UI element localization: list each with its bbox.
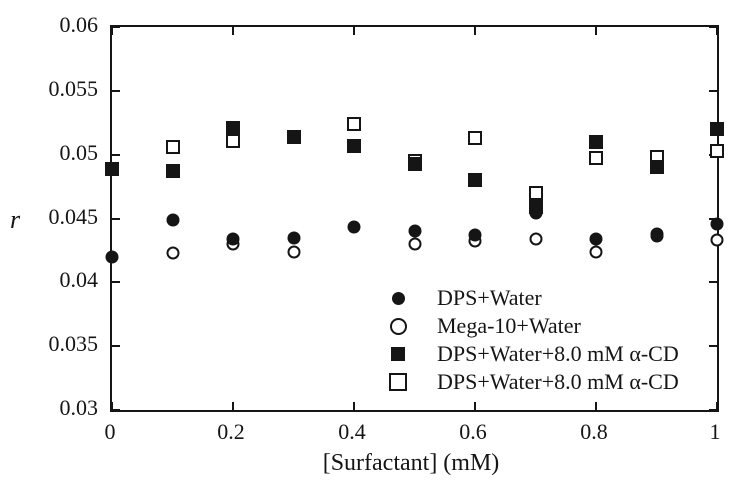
y-tick-label: 0.06: [59, 12, 99, 37]
legend-row: DPS+Water+8.0 mM α-CD: [386, 340, 679, 368]
x-tick-label: 0.8: [580, 419, 608, 444]
legend-label: Mega-10+Water: [437, 313, 581, 338]
x-tick-label: 0.2: [217, 419, 245, 444]
y-tick-label: 0.05: [59, 139, 99, 165]
y-tick: [709, 281, 717, 284]
filled-square-marker: [528, 200, 543, 214]
legend: DPS+Water Mega-10+Water DPS+Water+8.0 mM…: [386, 284, 679, 396]
x-tick: [474, 27, 476, 35]
open-circle-marker: [287, 245, 300, 259]
open-circle-icon: [389, 317, 407, 335]
legend-label: DPS+Water: [437, 285, 542, 310]
x-tick-label: 0.6: [459, 419, 487, 444]
y-axis-label: r: [10, 205, 21, 234]
legend-marker-cell: [386, 342, 410, 366]
y-tick: [112, 89, 120, 92]
plot-area: [105, 25, 724, 412]
x-axis-label: [Surfactant] (mM): [322, 450, 500, 476]
open-circle-marker: [529, 232, 542, 246]
legend-label: DPS+Water+8.0 mM α-CD: [437, 341, 679, 366]
open-circle-marker: [710, 233, 724, 247]
y-tick: [112, 281, 120, 284]
filled-circle-marker: [589, 232, 603, 246]
open-square-icon: [389, 373, 407, 391]
x-tick: [353, 27, 355, 35]
open-square-marker: [226, 133, 240, 148]
legend-marker-cell: [386, 370, 410, 394]
filled-circle-marker: [650, 229, 663, 243]
y-tick-label: 0.03: [59, 395, 99, 420]
open-square-marker: [589, 151, 603, 166]
filled-square-marker: [468, 173, 482, 188]
filled-circle-marker: [105, 250, 119, 264]
x-tick: [595, 402, 597, 410]
filled-square-marker: [649, 160, 664, 175]
y-tick: [112, 409, 120, 411]
legend-row: DPS+Water: [386, 284, 679, 312]
filled-square-marker: [347, 138, 361, 153]
x-tick: [474, 402, 476, 410]
legend-row: Mega-10+Water: [386, 312, 679, 340]
filled-square-marker: [589, 134, 603, 149]
filled-circle-marker: [287, 231, 300, 245]
open-square-marker: [347, 117, 361, 132]
filled-circle-marker: [468, 228, 482, 242]
y-tick: [709, 89, 717, 92]
open-square-marker: [710, 143, 724, 158]
filled-square-marker: [226, 120, 240, 135]
x-tick: [595, 27, 597, 35]
filled-square-marker: [710, 122, 724, 137]
filled-circle-marker: [166, 213, 179, 227]
y-tick: [709, 345, 717, 348]
filled-square-marker: [105, 161, 119, 176]
open-square-marker: [528, 185, 543, 200]
x-tick: [716, 402, 718, 410]
y-tick: [709, 409, 717, 411]
filled-circle-icon: [391, 291, 405, 305]
y-tick-label: 0.035: [48, 331, 99, 357]
filled-circle-marker: [347, 220, 361, 234]
x-tick-label: 0.4: [338, 419, 366, 444]
open-circle-marker: [408, 237, 421, 251]
x-tick-label: 1: [709, 419, 721, 444]
x-tick: [111, 27, 113, 35]
legend-label: DPS+Water+8.0 mM α-CD: [437, 369, 679, 394]
open-square-marker: [165, 140, 180, 154]
legend-marker-cell: [386, 286, 410, 310]
x-tick: [232, 27, 234, 35]
legend-marker-cell: [386, 314, 410, 338]
x-tick-label: 0: [104, 419, 116, 444]
y-tick: [112, 26, 120, 28]
filled-circle-marker: [226, 232, 240, 246]
x-tick: [111, 402, 113, 410]
y-tick-label: 0.045: [48, 203, 99, 229]
filled-square-marker: [286, 129, 301, 144]
x-tick: [232, 402, 234, 410]
y-tick-label: 0.04: [59, 267, 99, 293]
open-circle-marker: [589, 245, 603, 259]
filled-square-marker: [407, 156, 422, 171]
filled-circle-marker: [710, 217, 724, 231]
open-circle-marker: [166, 246, 179, 260]
filled-square-icon: [391, 347, 405, 361]
y-tick: [709, 26, 717, 28]
open-square-marker: [468, 131, 482, 146]
x-tick: [716, 27, 718, 35]
y-tick-label: 0.055: [48, 75, 99, 101]
x-tick: [353, 402, 355, 410]
y-tick: [112, 153, 120, 156]
filled-circle-marker: [408, 224, 421, 238]
y-tick: [112, 345, 120, 348]
legend-row: DPS+Water+8.0 mM α-CD: [386, 368, 679, 396]
filled-square-marker: [165, 164, 180, 179]
y-tick: [112, 217, 120, 220]
